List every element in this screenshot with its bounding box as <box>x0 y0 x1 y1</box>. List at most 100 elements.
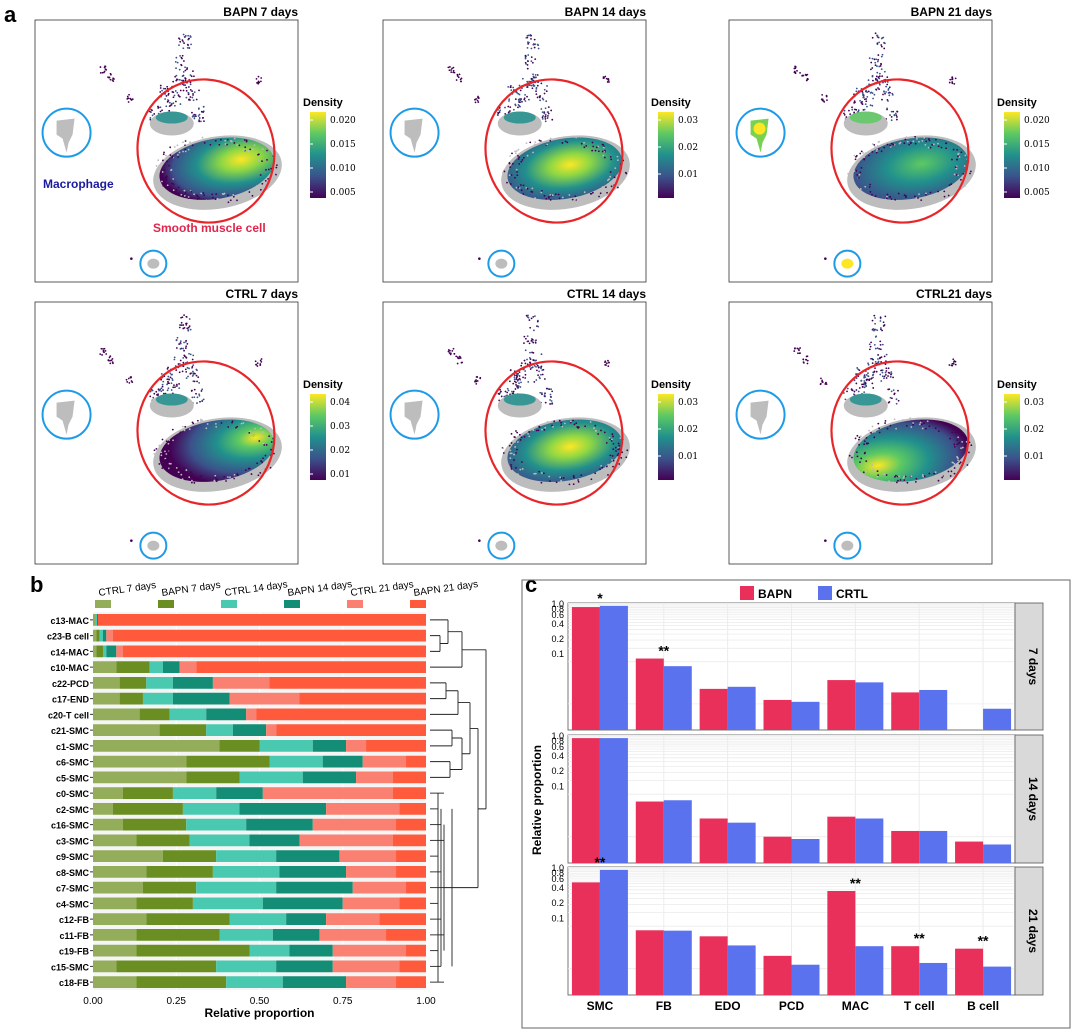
cell-dot <box>884 373 887 376</box>
cell-dot <box>178 68 181 71</box>
cell-dot <box>165 95 168 97</box>
y-tick-label: 0.8 <box>551 868 564 878</box>
cell-dot <box>453 71 456 74</box>
cell-dot <box>243 139 246 141</box>
cell-dot <box>614 167 617 170</box>
cell-dot <box>604 363 607 366</box>
cell-dot <box>538 139 541 142</box>
cell-dot <box>201 399 204 402</box>
cell-dot <box>514 150 517 153</box>
cell-dot <box>169 469 172 471</box>
cell-dot <box>863 380 866 382</box>
cell-dot <box>168 382 170 385</box>
cell-dot <box>192 364 195 367</box>
colorbar-tick-label: 0.01 <box>1024 452 1044 462</box>
cell-dot <box>889 144 891 147</box>
cell-dot <box>528 80 531 83</box>
cell-dot <box>869 191 872 193</box>
bar-segment <box>93 834 137 847</box>
row-label: c11-FB <box>59 931 89 941</box>
cell-dot <box>857 438 860 441</box>
cell-dot <box>527 381 530 383</box>
cell-dot <box>515 384 517 386</box>
cell-dot <box>937 145 940 148</box>
bar-segment <box>93 960 117 973</box>
bar-segment <box>93 944 137 957</box>
cell-dot <box>867 90 870 93</box>
plot-title: BAPN 14 days <box>565 5 647 19</box>
cell-dot <box>898 142 901 145</box>
cell-dot <box>575 136 578 139</box>
macrophage-ring <box>41 389 92 440</box>
cell-dot <box>912 423 915 426</box>
cell-dot <box>886 427 889 430</box>
cell-dot <box>591 149 594 152</box>
legend-title: Density <box>303 97 344 109</box>
cell-dot <box>270 441 273 443</box>
cell-dot <box>530 60 533 62</box>
cell-dot <box>587 475 590 477</box>
subcluster-density <box>155 111 188 124</box>
cell-dot <box>877 87 879 89</box>
row-label: c23-B cell <box>47 632 89 642</box>
cell-dot <box>232 193 235 196</box>
cell-dot <box>874 64 877 67</box>
cell-dot <box>853 379 856 382</box>
cell-dot <box>865 89 868 92</box>
cell-dot <box>543 88 546 91</box>
cell-dot <box>890 390 893 393</box>
cell-dot <box>183 341 185 344</box>
cell-dot <box>871 150 874 153</box>
cell-dot <box>880 68 883 71</box>
cell-dot <box>504 106 506 109</box>
cell-dot <box>876 347 879 350</box>
cell-dot <box>180 63 183 66</box>
bar-segment <box>182 803 240 815</box>
cell-dot <box>236 473 239 475</box>
cell-dot <box>903 142 906 145</box>
colorbar-tick-label: 0.03 <box>330 422 350 432</box>
cell-dot <box>597 433 600 435</box>
cell-dot <box>199 120 202 123</box>
cell-dot <box>510 432 513 435</box>
cell-dot <box>173 94 176 97</box>
cell-dot <box>570 480 573 482</box>
cell-dot <box>157 393 159 396</box>
cell-dot <box>866 442 868 445</box>
cell-dot <box>874 322 876 325</box>
x-tick-label: 0.50 <box>250 996 270 1007</box>
cell-dot <box>182 195 184 197</box>
cell-dot <box>158 463 161 465</box>
cell-dot <box>957 459 959 462</box>
cell-dot <box>200 390 203 392</box>
cell-dot <box>477 101 480 103</box>
dendrogram-branch <box>437 793 478 983</box>
cell-dot <box>498 111 501 113</box>
cell-dot <box>572 483 575 486</box>
cell-dot <box>200 475 203 477</box>
bar-segment <box>219 929 273 941</box>
cell-dot <box>257 153 259 156</box>
cell-dot <box>918 423 921 426</box>
cell-dot <box>860 166 863 169</box>
legend-swatch <box>410 600 426 608</box>
cell-dot <box>545 100 548 103</box>
bar-segment <box>146 913 230 925</box>
cell-dot <box>245 140 248 143</box>
cell-dot <box>880 55 883 58</box>
cell-dot <box>921 427 924 430</box>
cell-dot <box>159 389 161 391</box>
cell-dot <box>619 437 622 440</box>
cell-dot <box>109 359 111 362</box>
cell-dot <box>182 327 185 330</box>
colorbar-tick-label: 0.02 <box>1024 425 1044 435</box>
cell-dot <box>877 58 880 61</box>
cell-dot <box>820 377 822 380</box>
cell-dot <box>897 399 900 402</box>
cell-dot <box>183 189 186 192</box>
cell-dot <box>876 34 879 37</box>
cell-dot <box>855 451 858 454</box>
cell-dot <box>514 104 517 107</box>
cell-dot <box>167 375 170 378</box>
cell-dot <box>545 197 548 200</box>
